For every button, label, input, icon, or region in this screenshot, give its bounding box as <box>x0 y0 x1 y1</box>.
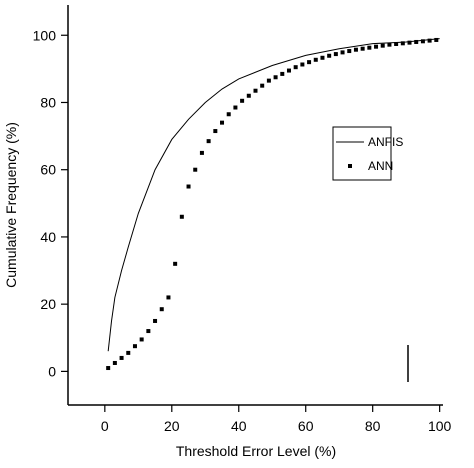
ann-dot <box>260 83 265 88</box>
y-tick-label: 0 <box>48 363 56 379</box>
ann-dot <box>132 344 137 349</box>
ann-dot <box>206 139 211 144</box>
ann-dot <box>333 52 338 57</box>
ann-dot <box>340 50 345 55</box>
ann-dot <box>320 55 325 60</box>
ann-dot <box>286 68 291 73</box>
ann-dot <box>300 62 305 67</box>
ann-dot <box>146 329 151 334</box>
ann-dot <box>253 88 258 93</box>
ann-dot <box>313 57 318 62</box>
ann-dot <box>407 40 412 45</box>
ann-dot <box>434 37 439 42</box>
y-tick-label: 80 <box>40 94 56 110</box>
ann-dot <box>153 318 158 323</box>
legend-box <box>332 126 392 181</box>
ann-dot <box>112 360 117 365</box>
ann-dot <box>186 184 191 189</box>
ann-dot <box>220 120 225 125</box>
ann-dot <box>367 45 372 50</box>
y-tick-label: 60 <box>40 162 56 178</box>
ann-dot <box>380 43 385 48</box>
x-tick-label: 80 <box>365 418 381 434</box>
ann-dot <box>266 78 271 83</box>
ann-dot <box>327 53 332 58</box>
ann-dot <box>347 49 352 54</box>
ann-dot <box>106 366 111 371</box>
ann-dot <box>374 44 379 49</box>
ann-dot <box>280 71 285 76</box>
ann-dot <box>360 46 365 51</box>
ann-dot <box>387 42 392 47</box>
ann-dot <box>193 167 198 172</box>
ann-dot <box>159 307 164 312</box>
ann-dot <box>273 75 278 80</box>
x-tick-label: 100 <box>428 418 452 434</box>
ann-dot <box>126 350 131 355</box>
x-axis-label: Threshold Error Level (%) <box>176 443 336 459</box>
ann-dot <box>179 214 184 219</box>
ann-dot <box>213 129 218 134</box>
anfis-line <box>107 38 440 352</box>
x-tick-label: 40 <box>231 418 247 434</box>
ann-dot <box>353 47 358 52</box>
legend-label: ANFIS <box>368 135 403 149</box>
legend-label: ANN <box>368 159 393 173</box>
y-tick-label: 100 <box>33 27 57 43</box>
ann-dot <box>233 105 238 110</box>
ann-dot <box>119 355 124 360</box>
ann-dot <box>293 65 298 70</box>
ann-dot <box>199 150 204 155</box>
ann-dot <box>400 41 405 46</box>
ann-dot <box>166 295 171 300</box>
ann-dot <box>226 112 231 117</box>
ann-dot <box>246 93 251 98</box>
ann-dot <box>427 38 432 43</box>
ann-dot <box>307 60 312 65</box>
ann-dot <box>240 98 245 103</box>
x-tick-label: 60 <box>298 418 314 434</box>
x-tick-label: 0 <box>101 418 109 434</box>
ann-dot <box>394 41 399 46</box>
ann-dot <box>414 39 419 44</box>
legend-dot <box>348 164 352 168</box>
y-axis-label: Cumulative Frequency (%) <box>3 122 19 288</box>
y-tick-label: 20 <box>40 296 56 312</box>
x-tick-label: 20 <box>164 418 180 434</box>
ann-dot <box>420 39 425 44</box>
ann-dot <box>173 261 178 266</box>
y-tick-label: 40 <box>40 229 56 245</box>
ann-dot <box>139 337 144 342</box>
